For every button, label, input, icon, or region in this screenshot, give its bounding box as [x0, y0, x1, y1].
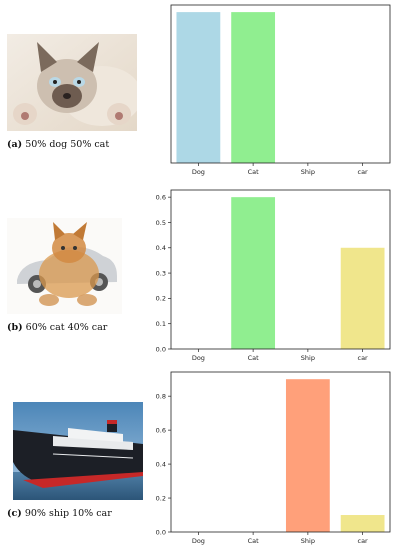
- x-tick-label-b-cat: Cat: [248, 354, 260, 362]
- x-tick-label-b-car: car: [358, 354, 369, 362]
- caption-c: (c) 90% ship 10% car: [7, 508, 112, 519]
- caption-b-letter: (b): [7, 322, 23, 333]
- x-tick-label-a-ship: Ship: [301, 168, 315, 176]
- y-tick-label-c-4: 0.8: [156, 392, 166, 400]
- y-tick-label-b-5: 0.5: [156, 219, 166, 227]
- bar-a-dog: [176, 12, 221, 163]
- x-tick-label-c-ship: Ship: [301, 537, 315, 545]
- bar-a-cat: [231, 12, 276, 163]
- plot-frame-a: [170, 4, 391, 164]
- cat-car-blend-photo: [7, 218, 122, 314]
- caption-b-text: 60% cat 40% car: [25, 322, 108, 333]
- y-tick-label-b-1: 0.1: [156, 320, 166, 328]
- bar-c-car: [340, 515, 385, 532]
- cat-dog-blend-icon: [7, 34, 137, 131]
- x-tick-label-a-car: car: [358, 168, 369, 176]
- x-tick-label-a-cat: Cat: [248, 168, 260, 176]
- y-tick-label-b-0: 0.0: [156, 345, 166, 353]
- x-tick-label-c-cat: Cat: [248, 537, 260, 545]
- caption-b: (b) 60% cat 40% car: [7, 322, 107, 333]
- y-tick-label-c-2: 0.4: [156, 460, 166, 468]
- bar-b-car: [340, 247, 385, 349]
- x-tick-label-c-dog: Dog: [192, 537, 205, 545]
- y-tick-label-b-4: 0.4: [156, 244, 166, 252]
- y-tick-label-c-1: 0.2: [156, 494, 166, 502]
- cat-dog-blend-photo: [7, 34, 137, 131]
- x-tick-label-b-dog: Dog: [192, 354, 205, 362]
- bar-c-ship: [285, 379, 330, 532]
- cruise-ship-icon: [13, 402, 143, 500]
- y-tick-label-b-3: 0.3: [156, 269, 166, 277]
- x-tick-label-b-ship: Ship: [301, 354, 315, 362]
- y-tick-label-b-2: 0.2: [156, 295, 166, 303]
- x-tick-label-c-car: car: [358, 537, 369, 545]
- caption-a-text: 50% dog 50% cat: [25, 139, 110, 150]
- caption-a-letter: (a): [7, 139, 23, 150]
- cruise-ship-photo: [13, 402, 143, 500]
- caption-a: (a) 50% dog 50% cat: [7, 139, 109, 150]
- caption-c-text: 90% ship 10% car: [24, 508, 112, 519]
- cat-car-blend-icon: [7, 218, 122, 314]
- plot-frame-b: [170, 189, 391, 350]
- y-tick-label-c-0: 0.0: [156, 528, 166, 536]
- bar-b-cat: [231, 197, 276, 349]
- y-tick-label-b-6: 0.6: [156, 193, 166, 201]
- caption-c-letter: (c): [7, 508, 22, 519]
- x-tick-label-a-dog: Dog: [192, 168, 205, 176]
- y-tick-label-c-3: 0.6: [156, 426, 166, 434]
- plot-frame-c: [170, 371, 391, 533]
